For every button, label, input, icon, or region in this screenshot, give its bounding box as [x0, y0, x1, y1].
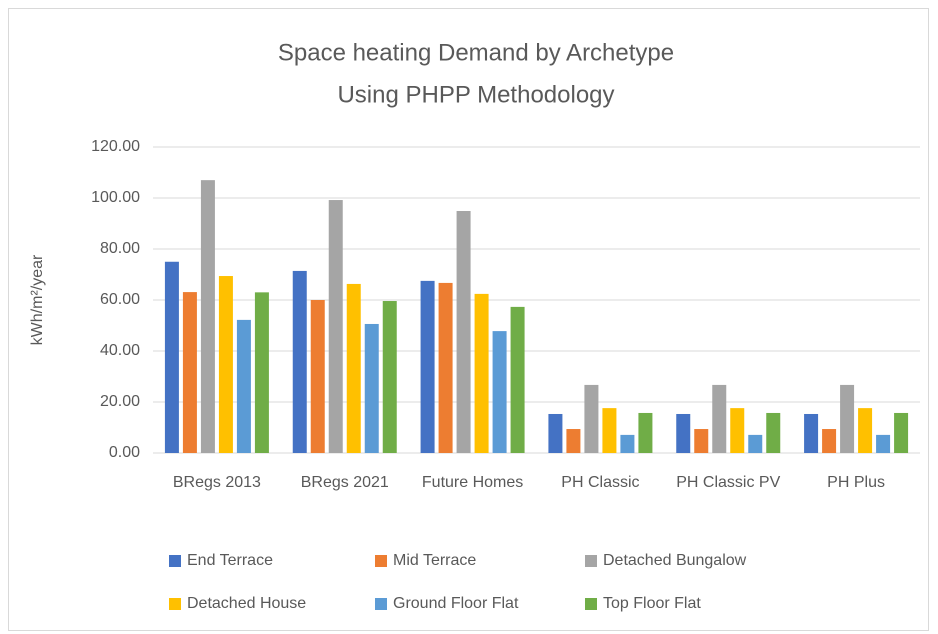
bar [894, 412, 909, 453]
bar [858, 408, 873, 453]
bar [584, 384, 599, 453]
y-tick-label: 100.00 [91, 189, 140, 206]
y-axis-label: kWh/m²/year [29, 254, 46, 345]
y-tick-label: 120.00 [91, 138, 140, 155]
bar [382, 301, 397, 453]
bar [492, 331, 507, 453]
bar [218, 276, 233, 453]
bar [292, 270, 307, 453]
legend-label: Detached House [187, 595, 306, 612]
bar [676, 413, 691, 453]
bar [182, 292, 197, 453]
y-tick-label: 60.00 [100, 291, 140, 308]
bar [620, 434, 635, 453]
chart-title: Using PHPP Methodology [337, 81, 614, 108]
bar [236, 319, 251, 453]
bar [474, 293, 489, 453]
y-tick-label: 40.00 [100, 342, 140, 359]
bar [876, 434, 891, 453]
y-tick-label: 0.00 [109, 444, 140, 461]
legend-swatch [169, 555, 181, 567]
bar [438, 282, 453, 453]
bar [510, 306, 525, 453]
bar [730, 408, 745, 453]
bar [638, 412, 653, 453]
x-tick-label: BRegs 2021 [301, 474, 389, 491]
bar [310, 300, 325, 453]
chart-title: Space heating Demand by Archetype [278, 39, 674, 66]
x-tick-label: Future Homes [422, 474, 523, 491]
bar [566, 429, 581, 453]
bar [766, 412, 781, 453]
legend-swatch [375, 555, 387, 567]
bar [254, 292, 269, 453]
bar [346, 283, 361, 453]
legend-label: Mid Terrace [393, 552, 476, 569]
bar [364, 323, 379, 453]
bar [694, 429, 709, 453]
x-tick-label: BRegs 2013 [173, 474, 261, 491]
legend-swatch [169, 598, 181, 610]
legend-label: Detached Bungalow [603, 552, 747, 569]
bar [420, 280, 435, 453]
bar [548, 413, 563, 453]
x-tick-label: PH Plus [827, 474, 885, 491]
legend-swatch [585, 598, 597, 610]
bar [328, 200, 343, 453]
bar [804, 413, 819, 453]
bar [840, 384, 855, 453]
legend-label: Ground Floor Flat [393, 595, 519, 612]
bar [456, 211, 471, 453]
legend-swatch [585, 555, 597, 567]
bar [748, 434, 763, 453]
x-tick-label: PH Classic PV [676, 474, 780, 491]
y-tick-label: 20.00 [100, 393, 140, 410]
legend-label: Top Floor Flat [603, 595, 701, 612]
bar [200, 180, 215, 453]
bar [822, 429, 837, 453]
bar [164, 261, 179, 453]
legend-swatch [375, 598, 387, 610]
legend-label: End Terrace [187, 552, 273, 569]
x-tick-label: PH Classic [561, 474, 639, 491]
bar [712, 384, 727, 453]
y-tick-label: 80.00 [100, 240, 140, 257]
bar [602, 408, 617, 453]
